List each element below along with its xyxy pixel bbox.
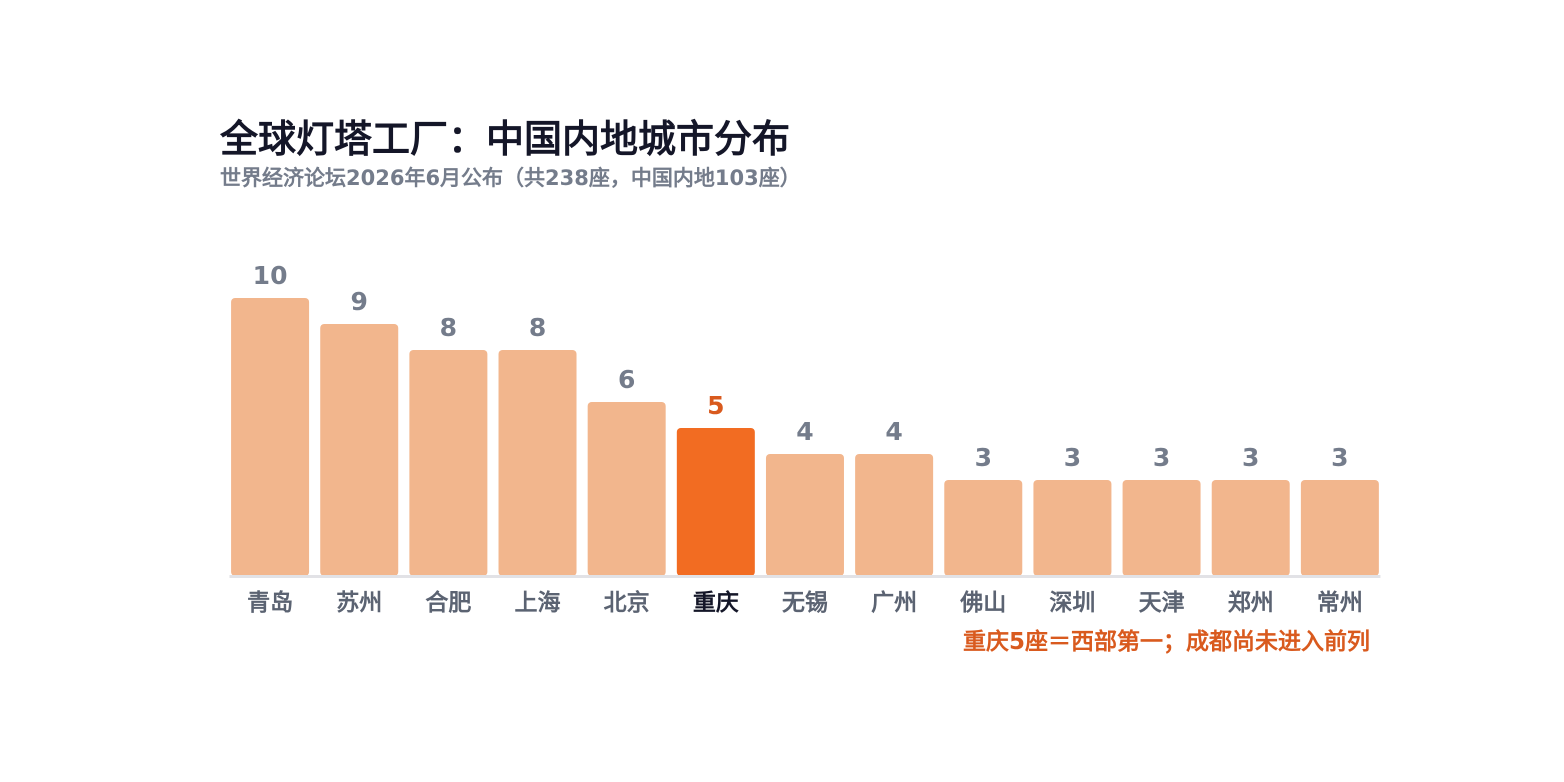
category-label: 佛山: [959, 590, 1006, 616]
category-label: 上海: [515, 589, 561, 616]
value-label: 10: [253, 261, 288, 290]
bar-佛山: [944, 480, 1023, 576]
chart-title: 全球灯塔工厂：中国内地城市分布: [220, 117, 791, 161]
category-label: 重庆: [693, 589, 739, 616]
bar-青岛: [231, 298, 310, 576]
chart-subtitle: 世界经济论坛2026年6月公布（共238座，中国内地103座）: [220, 166, 801, 190]
bar-郑州: [1211, 480, 1290, 576]
bar-北京: [587, 402, 666, 576]
category-label: 广州: [871, 589, 917, 616]
value-label: 3: [975, 443, 992, 472]
category-label: 常州: [1317, 590, 1363, 616]
value-label: 3: [1331, 443, 1348, 472]
bar-上海: [498, 350, 577, 576]
bar-无锡: [765, 454, 844, 576]
bar-常州: [1300, 480, 1379, 576]
category-label: 北京: [604, 589, 650, 616]
category-label: 天津: [1139, 589, 1185, 616]
value-label: 9: [351, 287, 368, 316]
category-label: 合肥: [425, 589, 471, 616]
bar-广州: [855, 454, 934, 576]
category-label: 郑州: [1228, 590, 1274, 616]
bar-合肥: [409, 350, 488, 576]
bar-深圳: [1033, 480, 1112, 576]
value-label: 8: [440, 313, 457, 342]
value-label: 8: [529, 313, 546, 342]
bar-天津: [1122, 480, 1201, 576]
category-label: 苏州: [336, 590, 382, 616]
value-label: 3: [1153, 443, 1170, 472]
value-label: 3: [1064, 443, 1081, 472]
category-label: 深圳: [1049, 590, 1095, 616]
category-label: 青岛: [247, 589, 293, 616]
chart-annotation: 重庆5座＝西部第一；成都尚未进入前列: [962, 629, 1370, 655]
category-label: 无锡: [782, 590, 828, 616]
value-label: 4: [885, 417, 902, 446]
value-label: 6: [618, 365, 635, 394]
value-label: 3: [1242, 443, 1259, 472]
bar-苏州: [320, 324, 399, 576]
value-label: 5: [707, 391, 724, 420]
bar-重庆: [676, 428, 755, 576]
value-label: 4: [796, 417, 813, 446]
